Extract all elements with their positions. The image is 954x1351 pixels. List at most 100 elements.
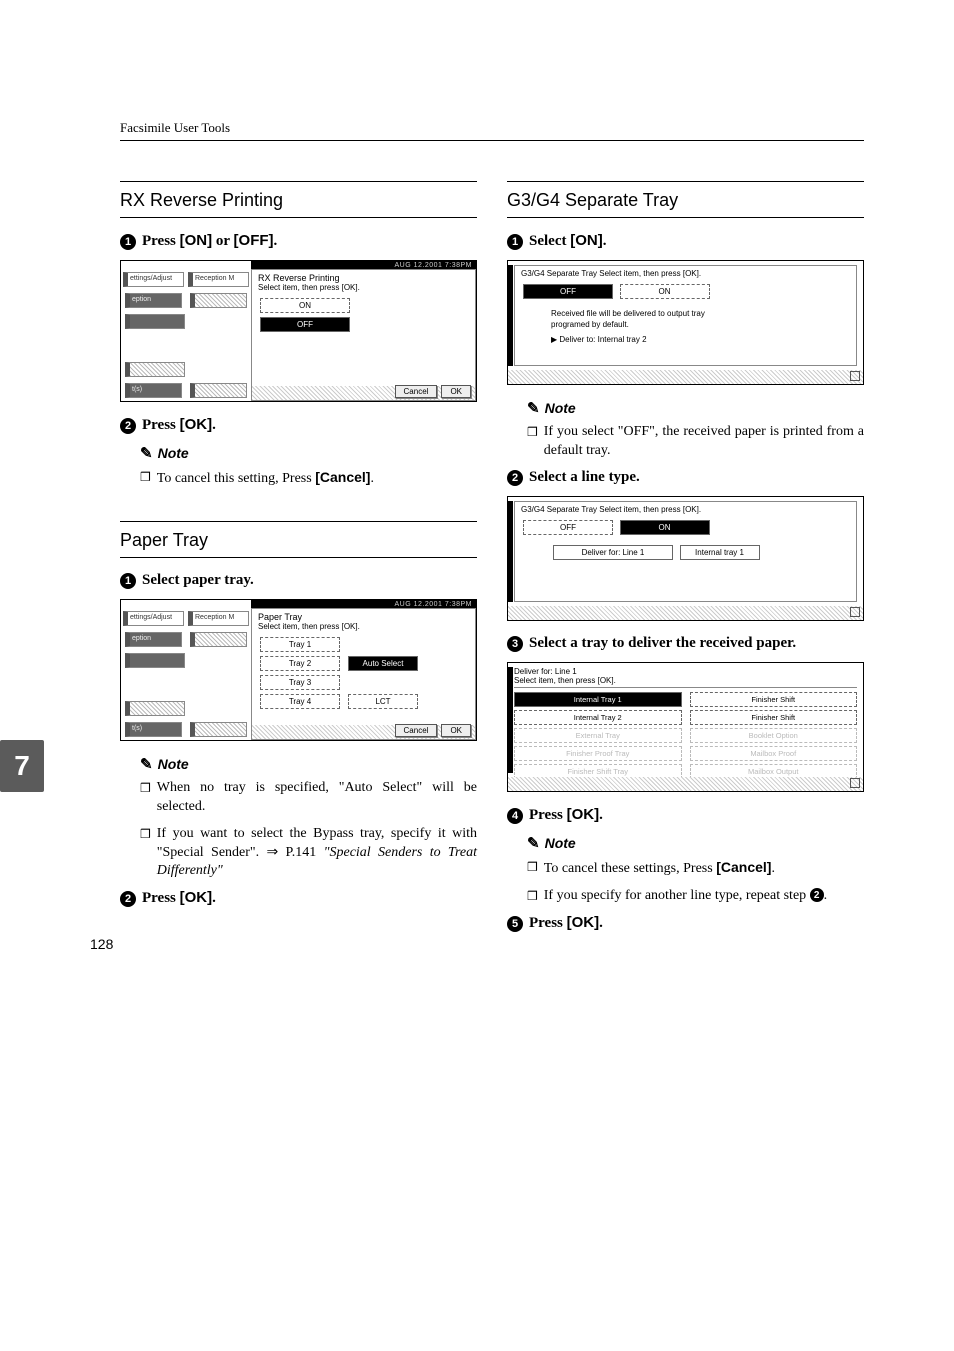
note-label: Note (158, 445, 189, 461)
txt: If you select "OFF", the received paper … (544, 423, 864, 461)
pencil-icon: ✎ (140, 755, 153, 773)
txt: [OK] (180, 416, 213, 433)
lcd-lct-button: LCT (348, 694, 418, 709)
txt: . (603, 233, 607, 249)
step-g3-2: 2 Select a line type. (507, 469, 864, 486)
bullet-icon: ❒ (140, 825, 151, 882)
lcd-msg: Received file will be delivered to outpu… (551, 309, 850, 318)
txt: . (212, 417, 216, 433)
step-number-icon: 4 (507, 808, 523, 824)
lcd-tray-button: Mailbox Proof (690, 746, 858, 761)
step-number-icon: 2 (120, 418, 136, 434)
txt: [ON] (180, 232, 213, 249)
lcd-title: G3/G4 Separate Tray Select item, then pr… (521, 269, 850, 278)
txt: Press (529, 807, 567, 823)
txt: or (212, 233, 233, 249)
note-item: ❒ To cancel these settings, Press [Cance… (527, 858, 864, 879)
step-pt-2: 2 Press [OK]. (120, 889, 477, 907)
lcd-side-btn (190, 293, 247, 308)
lcd-auto-button: Auto Select (348, 656, 418, 671)
txt: [OK] (180, 889, 213, 906)
txt: . (599, 807, 603, 823)
lcd-cancel-button: Cancel (395, 724, 438, 737)
lcd-paper-tray: AUG 12.2001 7:38PM ettings/Adjust Recept… (120, 599, 477, 741)
txt: . (771, 861, 775, 876)
lcd-side-btn (125, 362, 185, 377)
section-title-paper-tray: Paper Tray (120, 530, 477, 551)
scroll-icon (850, 607, 860, 617)
txt: [OK] (567, 914, 600, 931)
lcd-side-btn: Reception M (188, 272, 249, 287)
lcd-internal-tray: Internal tray 1 (680, 545, 760, 560)
txt: Press (142, 233, 180, 249)
txt: . (824, 888, 828, 903)
step-number-icon: 5 (507, 916, 523, 932)
lcd-side-btn: t(s) (125, 722, 182, 737)
step-rx-2: 2 Press [OK]. (120, 416, 477, 434)
bullet-icon: ❒ (140, 779, 151, 817)
txt: . (212, 890, 216, 906)
note-item: ❒ If you select "OFF", the received pape… (527, 423, 864, 461)
txt: Select a line type. (529, 469, 640, 486)
lcd-side-btn (125, 314, 185, 329)
lcd-tray-button: Finisher Shift (690, 692, 858, 707)
lcd-subtitle: Select item, then press [OK]. (258, 622, 469, 631)
lcd-off-button: OFF (523, 284, 613, 299)
note-label: Note (545, 835, 576, 851)
lcd-on-button: ON (620, 520, 710, 535)
lcd-tray3-button: Tray 3 (260, 675, 340, 690)
step-number-icon: 3 (507, 636, 523, 652)
lcd-tray-button: Finisher Shift (690, 710, 858, 725)
section-title-rx: RX Reverse Printing (120, 190, 477, 211)
lcd-on-button: ON (260, 298, 350, 313)
step-ref-icon: 2 (810, 888, 824, 902)
step-g3-1: 1 Select [ON]. (507, 232, 864, 250)
txt: [Cancel] (716, 859, 771, 875)
note-label: Note (158, 756, 189, 772)
lcd-rx-reverse: AUG 12.2001 7:38PM ettings/Adjust Recept… (120, 260, 477, 402)
running-header: Facsimile User Tools (120, 120, 864, 141)
lcd-side-btn: eption (125, 632, 182, 647)
step-number-icon: 1 (120, 234, 136, 250)
txt: Select (529, 233, 570, 249)
lcd-side-btn (190, 722, 247, 737)
lcd-side-btn (125, 653, 185, 668)
lcd-side-btn (190, 632, 247, 647)
note-item: ❒ If you want to select the Bypass tray,… (140, 825, 477, 882)
txt: To cancel these settings, Press (544, 861, 716, 876)
lcd-g3g4-on: G3/G4 Separate Tray Select item, then pr… (507, 260, 864, 385)
note-item: ❒ If you specify for another line type, … (527, 887, 864, 906)
lcd-msg: ▶ Deliver to: Internal tray 2 (551, 335, 850, 344)
note-heading: ✎ Note (527, 399, 864, 417)
lcd-msg: programed by default. (551, 320, 850, 329)
lcd-tray4-button: Tray 4 (260, 694, 340, 709)
lcd-off-button: OFF (523, 520, 613, 535)
bullet-icon: ❒ (140, 468, 151, 489)
step-number-icon: 2 (120, 891, 136, 907)
lcd-deliver-tray: Deliver for: Line 1 Select item, then pr… (507, 662, 864, 792)
lcd-tray-button: Finisher Proof Tray (514, 746, 682, 761)
step-rx-1: 1 Press [ON] or [OFF]. (120, 232, 477, 250)
lcd-tray-button: Booklet Option (690, 728, 858, 743)
section-title-g3g4: G3/G4 Separate Tray (507, 190, 864, 211)
lcd-side-btn (190, 383, 247, 398)
step-number-icon: 1 (507, 234, 523, 250)
lcd-tray-button: Internal Tray 1 (514, 692, 682, 707)
lcd-deliver-line: Deliver for: Line 1 (553, 545, 673, 560)
scroll-icon (850, 371, 860, 381)
left-column: RX Reverse Printing 1 Press [ON] or [OFF… (120, 181, 477, 942)
txt: [OFF] (234, 232, 274, 249)
lcd-title: Paper Tray (258, 612, 469, 622)
pencil-icon: ✎ (527, 834, 540, 852)
page-number: 128 (90, 936, 113, 952)
lcd-side-btn (125, 701, 185, 716)
note-heading: ✎ Note (527, 834, 864, 852)
pencil-icon: ✎ (140, 444, 153, 462)
lcd-tray1-button: Tray 1 (260, 637, 340, 652)
lcd-tray-button: External Tray (514, 728, 682, 743)
note-label: Note (545, 400, 576, 416)
step-g3-3: 3 Select a tray to deliver the received … (507, 635, 864, 652)
txt: When no tray is specified, "Auto Select"… (157, 779, 477, 817)
txt: [Cancel] (315, 469, 370, 485)
txt: [ON] (570, 232, 603, 249)
